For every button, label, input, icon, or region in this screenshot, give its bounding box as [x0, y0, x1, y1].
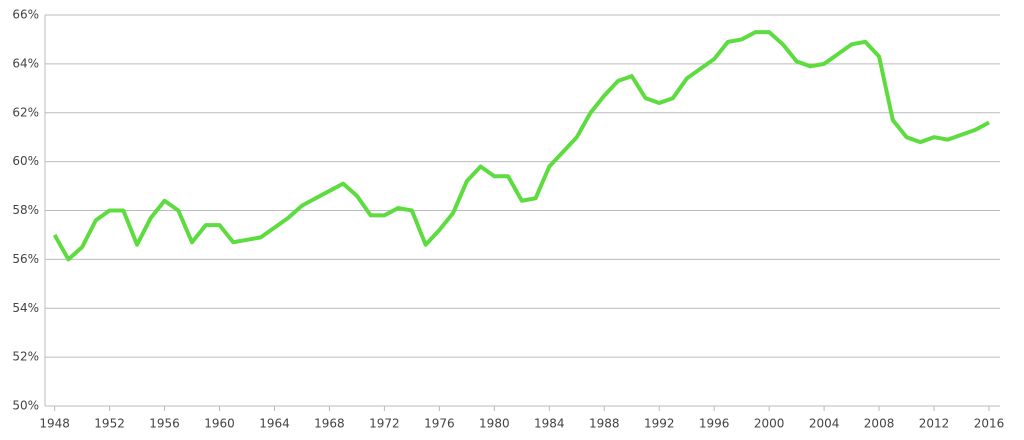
x-tick-label: 1968 [314, 417, 345, 431]
x-tick-label: 2000 [754, 417, 785, 431]
y-tick-label: 52% [12, 350, 39, 364]
y-tick-label: 50% [12, 399, 39, 413]
x-tick-label: 1984 [534, 417, 565, 431]
x-tick-label: 1948 [39, 417, 70, 431]
y-tick-label: 62% [12, 105, 39, 119]
x-tick-label: 1972 [369, 417, 400, 431]
x-tick-label: 2008 [864, 417, 895, 431]
x-tick-label: 1960 [204, 417, 235, 431]
y-tick-label: 58% [12, 203, 39, 217]
y-tick-label: 56% [12, 252, 39, 266]
y-tick-label: 64% [12, 56, 39, 70]
x-tick-label: 1976 [424, 417, 455, 431]
x-tick-label: 1996 [699, 417, 730, 431]
x-tick-label: 1980 [479, 417, 510, 431]
x-tick-label: 2016 [974, 417, 1005, 431]
x-tick-label: 1956 [149, 417, 180, 431]
x-tick-label: 1992 [644, 417, 675, 431]
x-tick-label: 1988 [589, 417, 620, 431]
data-line [52, 30, 990, 262]
y-tick-label: 54% [12, 301, 39, 315]
x-tick-label: 2004 [809, 417, 840, 431]
x-tick-label: 1952 [94, 417, 125, 431]
y-tick-label: 66% [12, 8, 39, 22]
x-tick-label: 1964 [259, 417, 290, 431]
y-tick-label: 60% [12, 154, 39, 168]
x-tick-label: 2012 [919, 417, 950, 431]
